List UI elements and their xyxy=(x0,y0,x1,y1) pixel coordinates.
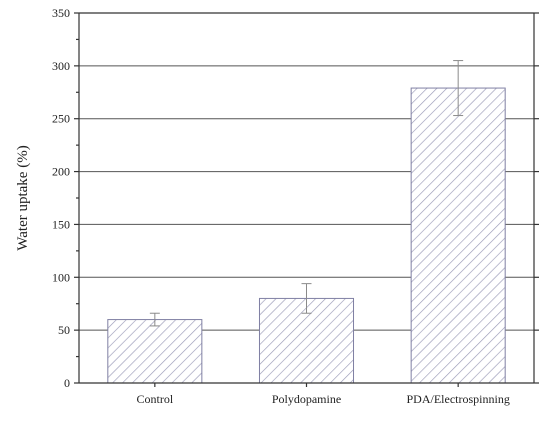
tick-labels: Control Polydopamine PDA/Electrospinning 0 5… xyxy=(52,6,510,406)
x-tick-label: Polydopamine xyxy=(272,392,341,406)
bar xyxy=(410,87,506,384)
y-tick-label: 150 xyxy=(52,217,70,231)
bar xyxy=(107,319,203,384)
y-tick-label: 100 xyxy=(52,270,70,284)
y-tick-label: 350 xyxy=(52,6,70,20)
y-axis-title: Water uptake (%) xyxy=(15,145,31,250)
y-tick-label: 200 xyxy=(52,165,70,179)
y-tick-label: 250 xyxy=(52,112,70,126)
y-tick-label: 50 xyxy=(58,323,70,337)
x-tick-label: Control xyxy=(136,392,173,406)
axes xyxy=(74,12,539,387)
x-tick-label: PDA/Electrospinning xyxy=(407,392,510,406)
error-bars xyxy=(149,60,464,327)
bars xyxy=(107,87,506,384)
y-tick-label: 0 xyxy=(64,376,70,390)
y-tick-label: 300 xyxy=(52,59,70,73)
